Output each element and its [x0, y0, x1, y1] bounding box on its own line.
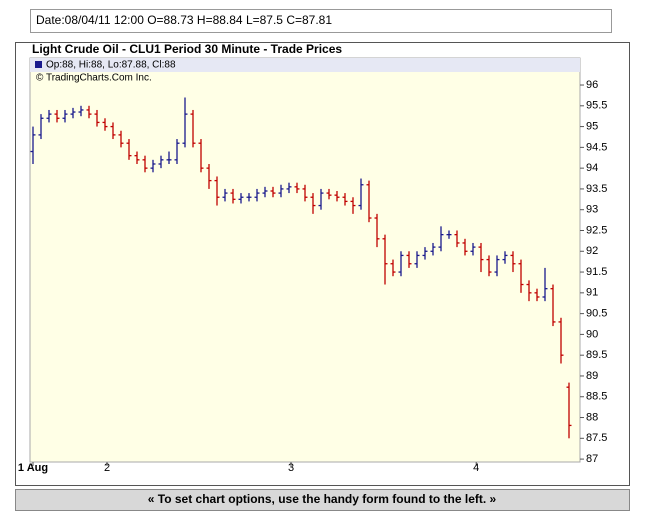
y-tick-label: 87: [586, 453, 598, 465]
legend-strip: [30, 58, 580, 72]
chart-title: Light Crude Oil - CLU1 Period 30 Minute …: [32, 42, 342, 56]
y-tick-label: 95.5: [586, 100, 607, 112]
y-tick-label: 89: [586, 370, 598, 382]
x-tick-label: 1 Aug: [18, 462, 48, 474]
legend-swatch: [35, 61, 42, 68]
x-tick-label: 4: [473, 462, 479, 474]
info-box: [30, 9, 612, 33]
x-tick-label: 2: [104, 462, 110, 474]
y-tick-label: 89.5: [586, 349, 607, 361]
y-tick-label: 94.5: [586, 141, 607, 153]
footer-bar: [15, 489, 630, 511]
x-tick-label: 3: [288, 462, 294, 474]
y-tick-label: 92.5: [586, 224, 607, 236]
ohlc-legend: Op:88, Hi:88, Lo:87.88, Cl:88: [46, 60, 176, 71]
y-tick-label: 93.5: [586, 183, 607, 195]
y-tick-label: 90.5: [586, 308, 607, 320]
y-tick-label: 88: [586, 411, 598, 423]
y-tick-label: 91: [586, 287, 598, 299]
y-tick-label: 91.5: [586, 266, 607, 278]
y-tick-label: 96: [586, 79, 598, 91]
y-tick-label: 88.5: [586, 391, 607, 403]
footer-note[interactable]: « To set chart options, use the handy fo…: [148, 492, 497, 506]
y-tick-label: 94: [586, 162, 598, 174]
credit: © TradingCharts.Com Inc.: [36, 73, 152, 84]
y-tick-label: 92: [586, 245, 598, 257]
y-tick-label: 90: [586, 328, 598, 340]
y-tick-label: 95: [586, 120, 598, 132]
y-tick-label: 87.5: [586, 432, 607, 444]
y-tick-label: 93: [586, 204, 598, 216]
info-line: Date:08/04/11 12:00 O=88.73 H=88.84 L=87…: [36, 13, 332, 27]
